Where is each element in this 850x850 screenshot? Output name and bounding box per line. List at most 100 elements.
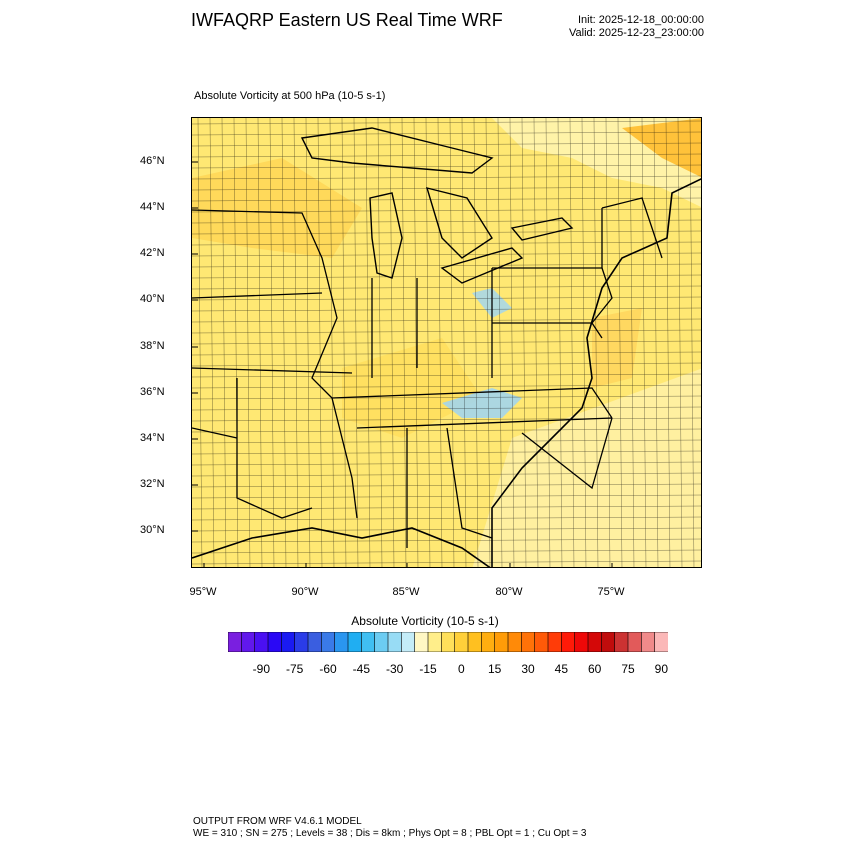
field-strong-region [622, 118, 701, 178]
border-line [192, 367, 353, 374]
county-line [192, 241, 701, 246]
county-line [192, 373, 701, 378]
county-line [305, 118, 311, 567]
lake-michigan [369, 192, 403, 279]
footer-line-2: WE = 310 ; SN = 275 ; Levels = 38 ; Dis … [193, 828, 587, 839]
county-line [329, 118, 335, 567]
lon-label: 90°W [291, 586, 319, 598]
colorbar-label: -75 [285, 662, 304, 676]
lake-ontario [510, 217, 574, 241]
colorbar-swatch [241, 632, 256, 652]
county-line [192, 362, 701, 367]
county-line [533, 118, 539, 567]
county-line [497, 118, 503, 567]
county-line [353, 118, 359, 567]
county-line [365, 118, 371, 567]
field-strong-region [342, 338, 482, 438]
colorbar-label: -90 [252, 662, 270, 676]
county-line [192, 461, 701, 466]
county-line [557, 118, 563, 567]
county-line [192, 120, 701, 125]
county-line [192, 318, 701, 323]
county-line [449, 118, 455, 567]
county-line [461, 118, 467, 567]
colorbar-swatch [387, 632, 402, 652]
county-line [192, 560, 701, 565]
colorbar-swatch [627, 632, 642, 652]
colorbar-swatch [307, 632, 322, 652]
county-line [192, 439, 701, 444]
county-line [653, 118, 659, 567]
colorbar-label: 30 [521, 662, 535, 676]
colorbar-swatches [228, 632, 668, 652]
county-line [192, 384, 701, 389]
county-line [192, 285, 701, 290]
county-line [192, 483, 701, 488]
county-line [521, 118, 527, 567]
colorbar-swatch [654, 632, 668, 652]
county-line [192, 417, 701, 422]
colorbar-swatch [361, 632, 376, 652]
colorbar-swatch [587, 632, 602, 652]
colorbar-swatch [334, 632, 349, 652]
county-line [192, 252, 701, 257]
county-line [197, 118, 203, 567]
colorbar-swatch [521, 632, 536, 652]
colorbar-swatch [228, 632, 242, 652]
county-line [677, 118, 683, 567]
footer-line-1: OUTPUT FROM WRF V4.6.1 MODEL [193, 816, 362, 827]
border-line [601, 197, 663, 259]
county-line [593, 118, 599, 567]
border-line [591, 267, 613, 324]
county-line [192, 494, 701, 499]
county-line [192, 395, 701, 400]
colorbar-swatch [481, 632, 496, 652]
county-line [641, 118, 647, 567]
colorbar-title: Absolute Vorticity (10-5 s-1) [351, 614, 499, 628]
lon-label: 95°W [189, 586, 217, 598]
county-line [192, 296, 701, 301]
county-line [317, 118, 323, 567]
border-line [192, 427, 238, 439]
lake-superior [300, 127, 494, 174]
county-line [413, 118, 419, 567]
lake-huron [425, 187, 493, 259]
colorbar-swatch [494, 632, 509, 652]
county-line [192, 208, 701, 213]
county-line [192, 186, 701, 191]
county-line [377, 118, 383, 567]
colorbar-label: 60 [587, 662, 602, 676]
lon-label: 80°W [495, 586, 523, 598]
great-lakes [300, 127, 574, 284]
colorbar-label: 15 [487, 662, 502, 676]
field-subtitle: Absolute Vorticity at 500 hPa (10-5 s-1) [194, 90, 386, 102]
county-line [192, 175, 701, 180]
county-line [617, 118, 623, 567]
colorbar-swatch [507, 632, 522, 652]
lat-label: 32°N [140, 478, 165, 490]
county-line [485, 118, 491, 567]
colorbar-swatch [641, 632, 656, 652]
colorbar-label: -15 [419, 662, 437, 676]
colorbar-label: -60 [319, 662, 337, 676]
border-line [192, 209, 358, 519]
county-line [192, 538, 701, 543]
county-line [192, 527, 701, 532]
model-footer: OUTPUT FROM WRF V4.6.1 MODEL WE = 310 ; … [193, 816, 586, 840]
county-line [473, 118, 479, 567]
county-line [437, 118, 443, 567]
valid-time: Valid: 2025-12-23_23:00:00 [569, 27, 704, 39]
gulf-coastline [192, 527, 491, 567]
colorbar-swatch [374, 632, 389, 652]
county-line [192, 505, 701, 510]
county-line [221, 118, 227, 567]
axis-ticks [192, 161, 613, 567]
county-line [389, 118, 395, 567]
field-negative-region [442, 388, 522, 418]
colorbar-swatch [281, 632, 296, 652]
lat-label: 44°N [140, 201, 165, 213]
county-line [192, 197, 701, 202]
colorbar-swatch [467, 632, 482, 652]
colorbar-swatch [574, 632, 589, 652]
county-line [192, 340, 701, 345]
